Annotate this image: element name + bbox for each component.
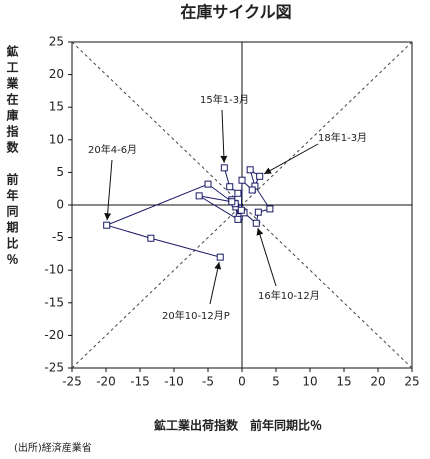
x-tick-label: 20 bbox=[370, 375, 385, 389]
point bbox=[147, 234, 155, 242]
y-tick-label: -10 bbox=[44, 263, 64, 277]
point bbox=[228, 198, 236, 206]
point bbox=[246, 166, 254, 174]
point bbox=[234, 215, 242, 223]
y-axis-label: 鉱工業在庫指数 前年同期比％ bbox=[5, 44, 19, 269]
x-axis-label: 鉱工業出荷指数 前年同期比％ bbox=[154, 418, 322, 433]
point bbox=[266, 205, 274, 213]
x-tick-label: -20 bbox=[96, 375, 116, 389]
point bbox=[237, 206, 245, 214]
point bbox=[195, 192, 203, 200]
point bbox=[254, 208, 262, 216]
annotation-arrow bbox=[209, 261, 222, 305]
y-tick-label: 10 bbox=[49, 132, 64, 146]
point bbox=[252, 219, 260, 227]
x-tick-label: -5 bbox=[202, 375, 214, 389]
point bbox=[256, 172, 264, 180]
point bbox=[204, 180, 212, 188]
x-tick-label: 0 bbox=[238, 375, 246, 389]
annotation-arrow bbox=[263, 143, 319, 175]
source: (出所)経済産業省 bbox=[14, 441, 92, 454]
x-tick-label: 25 bbox=[404, 375, 419, 389]
chart-title: 在庫サイクル図 bbox=[180, 3, 291, 22]
x-tick-label: 5 bbox=[272, 375, 280, 389]
y-tick-label: 20 bbox=[49, 67, 64, 81]
y-tick-label: 5 bbox=[56, 165, 64, 179]
y-tick-label: 0 bbox=[56, 198, 64, 212]
point bbox=[248, 186, 256, 194]
annotation: 15年1-3月 bbox=[200, 93, 249, 106]
annotation-arrow bbox=[220, 109, 228, 163]
annotation: 18年1-3月 bbox=[318, 131, 367, 144]
x-tick-label: 15 bbox=[336, 375, 351, 389]
y-tick-label: -15 bbox=[44, 295, 64, 309]
y-tick-label: 15 bbox=[49, 100, 64, 114]
x-tick-label: -25 bbox=[62, 375, 82, 389]
annotation: 20年4-6月 bbox=[88, 143, 137, 156]
x-tick-label: 10 bbox=[302, 375, 317, 389]
annotation: 20年10-12月P bbox=[162, 309, 230, 322]
y-tick-label: -5 bbox=[52, 230, 64, 244]
y-tick-label: -20 bbox=[44, 328, 64, 342]
y-tick-label: -25 bbox=[44, 361, 64, 375]
point bbox=[220, 164, 228, 172]
annotation-arrow bbox=[104, 159, 113, 221]
x-tick-label: -15 bbox=[130, 375, 150, 389]
point bbox=[234, 189, 242, 197]
point bbox=[226, 183, 234, 191]
point bbox=[238, 176, 246, 184]
annotation: 16年10-12月 bbox=[258, 289, 320, 302]
point bbox=[103, 221, 111, 229]
y-tick-label: 25 bbox=[49, 35, 64, 49]
annotation-arrow bbox=[256, 227, 277, 287]
x-tick-label: -10 bbox=[164, 375, 184, 389]
point bbox=[216, 253, 224, 261]
